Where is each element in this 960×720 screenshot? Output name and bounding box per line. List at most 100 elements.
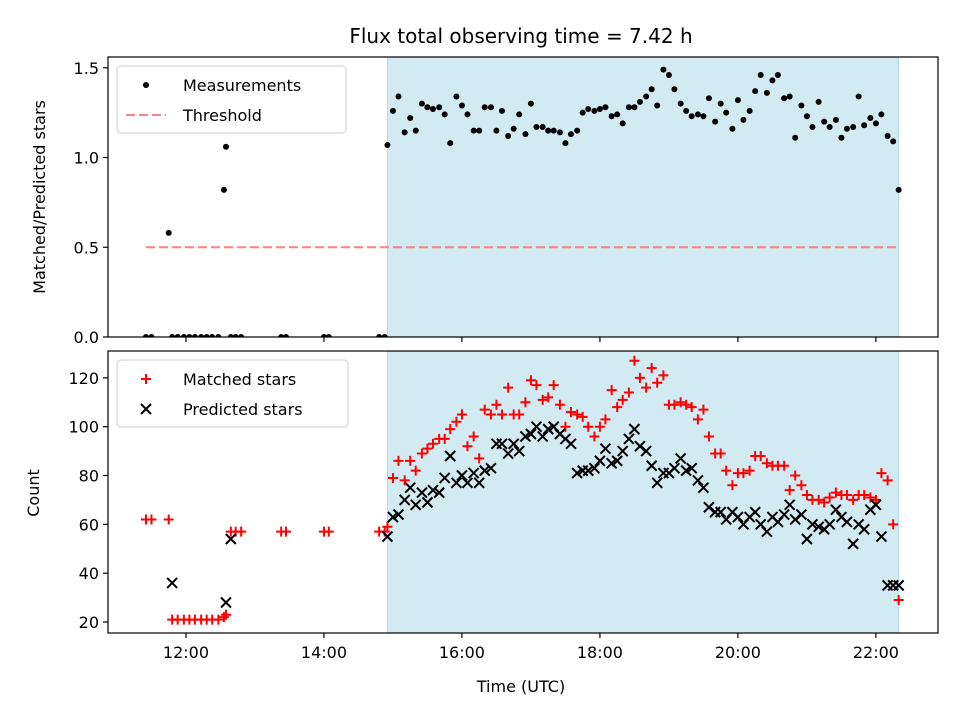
matched-star-point [514,409,525,420]
measurement-point [786,93,793,100]
x-tick-label: 22:00 [853,643,899,662]
predicted-star-point [392,508,405,521]
predicted-star-point [623,433,635,445]
matched-star-point [537,394,548,405]
matched-star-point [870,494,881,505]
legend-box [116,65,347,134]
measurement-point [729,125,736,132]
measurement-point [619,120,626,127]
measurement-point [688,113,695,120]
matched-star-point [218,612,229,623]
predicted-star-point [651,477,663,489]
matched-star-point [589,431,600,442]
predicted-star-point [513,445,525,457]
matched-star-point [876,468,887,479]
measurement-point [815,98,822,105]
matched-star-point [594,421,605,432]
matched-star-point [565,407,576,418]
measurement-point [395,93,402,100]
matched-star-point [819,497,830,508]
matched-star-point [491,399,502,410]
measurement-point [384,141,391,148]
matched-star-point [577,411,588,422]
legend-matched-marker [141,374,151,384]
predicted-star-point [525,428,537,440]
matched-star-point [721,465,732,476]
predicted-star-point [421,496,434,509]
measurement-point [238,334,245,337]
measurement-point [614,111,621,118]
matched-star-point [738,468,749,479]
predicted-star-point [616,445,629,457]
predicted-star-point [225,533,237,545]
measurement-point [180,334,187,337]
measurement-point [792,134,799,141]
measurement-point [608,113,615,120]
legend-box [116,359,349,428]
matched-star-point [427,438,438,449]
top-panel: 0.0 0.5 1.0 1.5 Measurements Threshold [74,56,939,347]
matched-star-point [451,416,462,427]
matched-star-point [848,494,859,505]
predicted-star-point [668,462,681,474]
matched-star-point [882,475,893,486]
measurement-point [458,102,465,109]
matched-star-point [462,441,473,452]
legend: Matched stars Predicted stars [116,359,349,428]
measurement-point [476,127,483,134]
predicted-star-point [783,499,796,511]
matched-star-point [382,521,393,532]
measurement-point [453,93,460,100]
predicted-star-point [565,438,577,450]
measurement-point [723,109,730,116]
measurement-point [781,95,788,102]
predicted-star-point [870,499,882,511]
predicted-star-point [732,511,744,523]
measurement-point [648,86,655,93]
measurement-point [855,93,862,100]
legend-predicted-marker [140,403,152,415]
predicted-star-point [166,577,178,589]
predicted-star-point [588,462,601,474]
predicted-star-point [467,467,480,479]
matched-star-point [784,485,795,496]
matched-star-point [669,399,680,410]
predicted-star-point [456,469,468,482]
measurement-point [174,334,181,337]
measurement-point [389,107,396,114]
predicted-star-point [220,596,232,609]
x-axis-label: Time (UTC) [476,677,565,696]
x-tick-label: 16:00 [439,643,485,662]
legend-label: Measurements [183,76,301,95]
measurement-point [585,106,592,113]
measurement-point [677,100,684,107]
matched-star-point [606,385,617,396]
measurement-point [683,107,690,114]
measurement-point [596,106,603,113]
matched-star-point [641,382,652,393]
matched-star-point [755,450,766,461]
matched-star-point [744,465,755,476]
predicted-star-point [433,486,445,499]
matched-star-point [600,414,611,425]
measurement-point [487,104,494,111]
predicted-star-point [692,474,704,487]
y-tick-label: 60 [79,515,99,534]
measurement-point [470,127,477,134]
measurement-point [481,104,488,111]
predicted-star-point [830,503,842,516]
bottom-y-axis-label: Count [24,469,43,517]
measurement-point [757,71,764,78]
matched-star-point [399,475,410,486]
y-tick-label: 1.5 [74,59,99,78]
y-tick-label: 100 [68,418,99,437]
measurement-point [232,334,239,337]
y-tick-label: 1.0 [74,149,99,168]
measurement-point [381,334,388,337]
predicted-star-point [485,462,497,474]
predicted-star-point [438,472,451,484]
measurement-point [665,71,672,78]
measurement-point [550,127,557,134]
measurement-point [867,115,874,122]
matched-star-point [531,380,542,391]
